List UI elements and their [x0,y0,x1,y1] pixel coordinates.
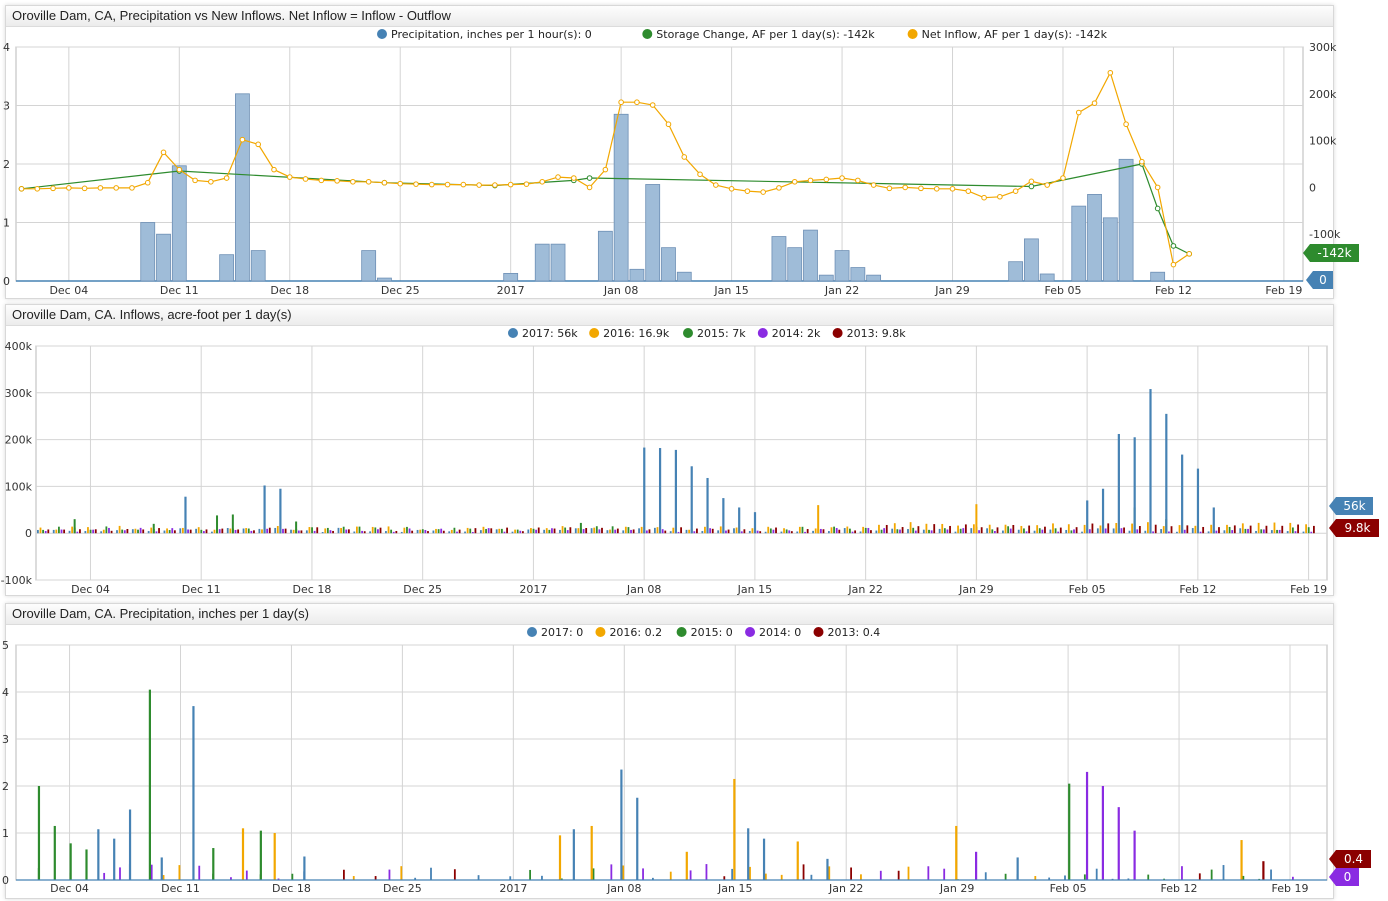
precip-2014-badge-label: 0 [1344,870,1352,884]
inflow-2013-badge [1329,519,1379,537]
inflow-2013-badge-label: 9.8k [1344,521,1370,535]
precip-2013-badge-label: 0.4 [1344,852,1363,866]
precip-2013-badge [1329,850,1371,868]
chart-title: Oroville Dam, CA, Precipitation vs New I… [6,6,1333,27]
precip-vs-inflow-panel: Oroville Dam, CA, Precipitation vs New I… [5,5,1334,299]
inflow-2017-badge [1329,497,1373,515]
precipitation-panel: Oroville Dam, CA. Precipitation, inches … [5,603,1334,899]
chart-title: Oroville Dam, CA. Inflows, acre-foot per… [6,305,1333,326]
inflows-panel: Oroville Dam, CA. Inflows, acre-foot per… [5,304,1334,596]
chart-title: Oroville Dam, CA. Precipitation, inches … [6,604,1333,625]
inflow-2017-badge-label: 56k [1343,499,1365,513]
